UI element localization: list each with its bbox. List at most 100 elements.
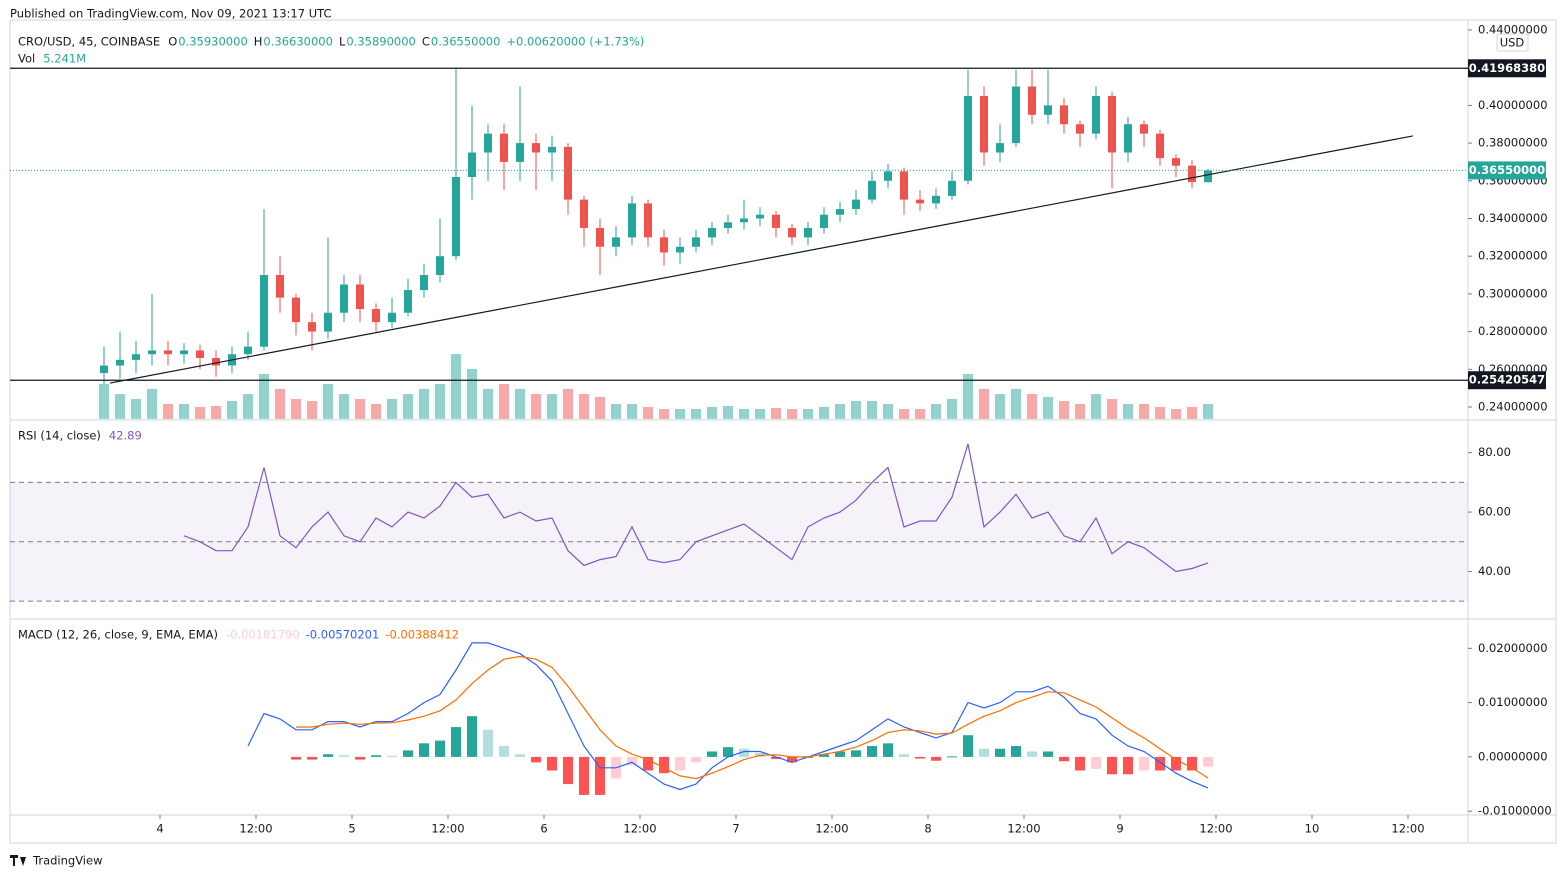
histogram-bar [659, 756, 669, 774]
indicator-value: 42.89 [109, 429, 142, 443]
histogram-bar [787, 756, 797, 763]
histogram-bar [515, 754, 525, 757]
candle-body [788, 227, 796, 238]
histogram-bar [723, 747, 733, 757]
x-tick-label: 7 [732, 822, 739, 836]
candle-body [324, 312, 332, 332]
candle-body [1156, 133, 1164, 159]
volume-bar [163, 404, 173, 419]
volume-bar [1155, 407, 1165, 419]
candle-body [468, 152, 476, 178]
footer-brand: TradingView [32, 854, 102, 868]
histogram-bar [1171, 756, 1181, 771]
histogram-bar [883, 743, 893, 757]
candle-body [484, 133, 492, 153]
histogram-bar [1027, 751, 1037, 757]
volume-value: 5.241M [43, 52, 86, 66]
volume-bar [739, 409, 749, 419]
candle-body [932, 195, 940, 204]
candle-body [612, 237, 620, 247]
volume-bar [387, 399, 397, 419]
y-tick-label: 0.24000000 [1478, 399, 1548, 413]
candle-body [1124, 124, 1132, 153]
histogram-bar [819, 754, 829, 757]
histogram-bar [739, 748, 749, 757]
volume-bar [915, 409, 925, 419]
histogram-bar [931, 756, 941, 761]
candle-body [548, 146, 556, 153]
candle-body [692, 237, 700, 247]
volume-bar [1171, 409, 1181, 419]
candle-body [948, 180, 956, 196]
published-note: Published on TradingView.com, Nov 09, 20… [10, 7, 332, 21]
volume-bar [403, 394, 413, 419]
volume-bar [147, 389, 157, 419]
x-tick-label: 12:00 [1199, 822, 1232, 836]
volume-bar [131, 399, 141, 419]
y-tick-label: 0.32000000 [1478, 249, 1548, 263]
x-tick-label: 12:00 [1391, 822, 1424, 836]
histogram-bar [1187, 756, 1197, 771]
volume-bar [627, 404, 637, 419]
unit-box [1496, 33, 1529, 52]
histogram-bar [371, 755, 381, 757]
candle-body [772, 214, 780, 228]
indicator-line [247, 642, 1209, 791]
candle-body [756, 214, 764, 219]
volume-bar [419, 389, 429, 419]
volume-bar [1139, 404, 1149, 419]
volume-bar [595, 397, 605, 419]
x-tick-label: 5 [348, 822, 355, 836]
candle-body [212, 357, 220, 366]
y-tick-label: -0.01000000 [1478, 804, 1552, 818]
indicator-line [296, 655, 1209, 780]
candle-body [452, 177, 460, 257]
footer-logo: TradingView [10, 854, 102, 868]
candle-body [1012, 86, 1020, 144]
ohlc-value: 0.35930000 [178, 35, 248, 49]
level-label: 0.41968380 [1469, 61, 1545, 75]
y-tick-label: 40.00 [1478, 564, 1511, 578]
histogram-bar [323, 754, 333, 757]
histogram-bar [1107, 756, 1117, 775]
candle-body [164, 350, 172, 355]
histogram-value: -0.00181790 [226, 628, 300, 642]
histogram-bar [307, 756, 317, 760]
histogram-bar [915, 756, 925, 759]
y-tick-label: 0.00000000 [1478, 749, 1548, 763]
x-tick-label: 10 [1305, 822, 1320, 836]
indicator-title: MACD (12, 26, close, 9, EMA, EMA) [18, 628, 218, 642]
candle-body [596, 227, 604, 247]
candle-body [292, 297, 300, 323]
volume-bar [435, 384, 445, 419]
candle-body [1044, 105, 1052, 115]
candle-body [1060, 105, 1068, 125]
x-tick-label: 4 [156, 822, 163, 836]
histogram-bar [1059, 756, 1069, 762]
candle-body [116, 359, 124, 366]
ohlc-value: 0.35890000 [346, 35, 416, 49]
histogram-bar [563, 756, 573, 785]
histogram-bar [1091, 756, 1101, 769]
trendline [109, 135, 1413, 384]
candle-body [436, 256, 444, 276]
candle-body [180, 350, 188, 355]
x-tick-label: 12:00 [431, 822, 464, 836]
level-label-box [1468, 371, 1546, 390]
histogram-bar [291, 756, 301, 760]
histogram-bar [483, 729, 493, 757]
candle-body [740, 218, 748, 223]
candle-body [516, 143, 524, 162]
x-tick-label: 12:00 [239, 822, 272, 836]
histogram-bar [691, 756, 701, 763]
volume-bar [115, 394, 125, 419]
histogram-bar [995, 748, 1005, 757]
candle-body [148, 350, 156, 355]
ohlc-key: H [254, 35, 263, 49]
candle-body [1076, 124, 1084, 134]
volume-bar [963, 374, 973, 419]
volume-bar [211, 406, 221, 419]
histogram-bar [1123, 756, 1133, 775]
candle-body [308, 322, 316, 332]
